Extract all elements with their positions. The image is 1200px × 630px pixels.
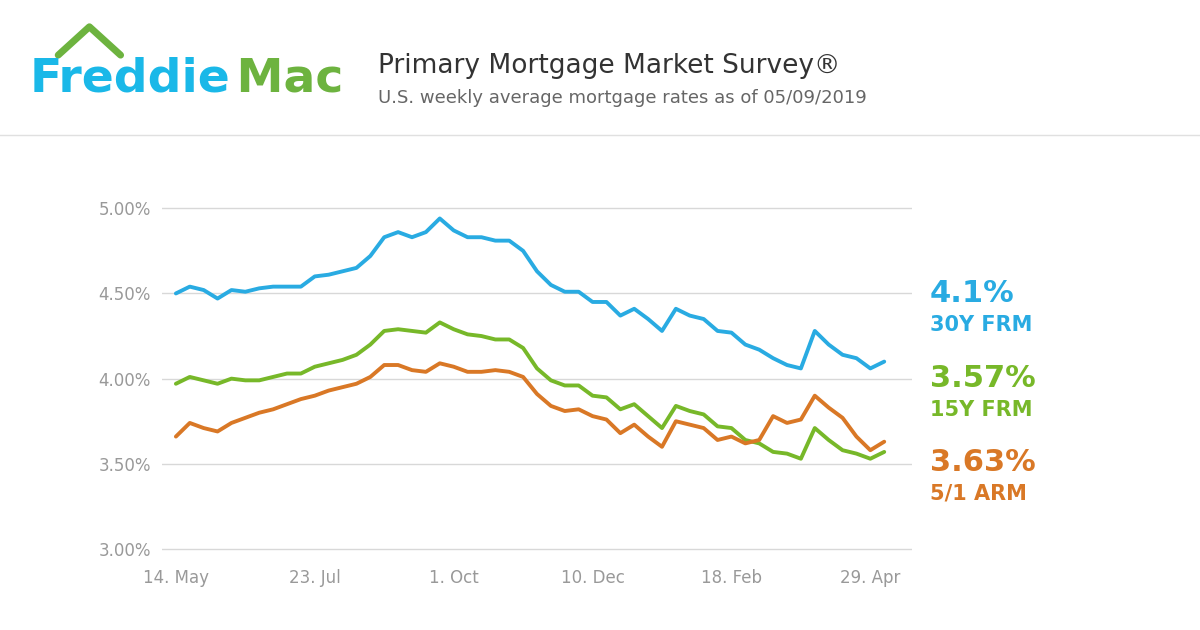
Text: 30Y FRM: 30Y FRM	[930, 315, 1032, 335]
Text: U.S. weekly average mortgage rates as of 05/09/2019: U.S. weekly average mortgage rates as of…	[378, 89, 866, 106]
Text: Primary Mortgage Market Survey®: Primary Mortgage Market Survey®	[378, 53, 840, 79]
Text: 3.57%: 3.57%	[930, 364, 1036, 393]
Text: Freddie: Freddie	[30, 56, 230, 101]
Text: 15Y FRM: 15Y FRM	[930, 400, 1032, 420]
Text: 5/1 ARM: 5/1 ARM	[930, 484, 1027, 504]
Text: Mac: Mac	[220, 56, 343, 101]
Text: 3.63%: 3.63%	[930, 448, 1036, 477]
Text: 4.1%: 4.1%	[930, 279, 1015, 308]
